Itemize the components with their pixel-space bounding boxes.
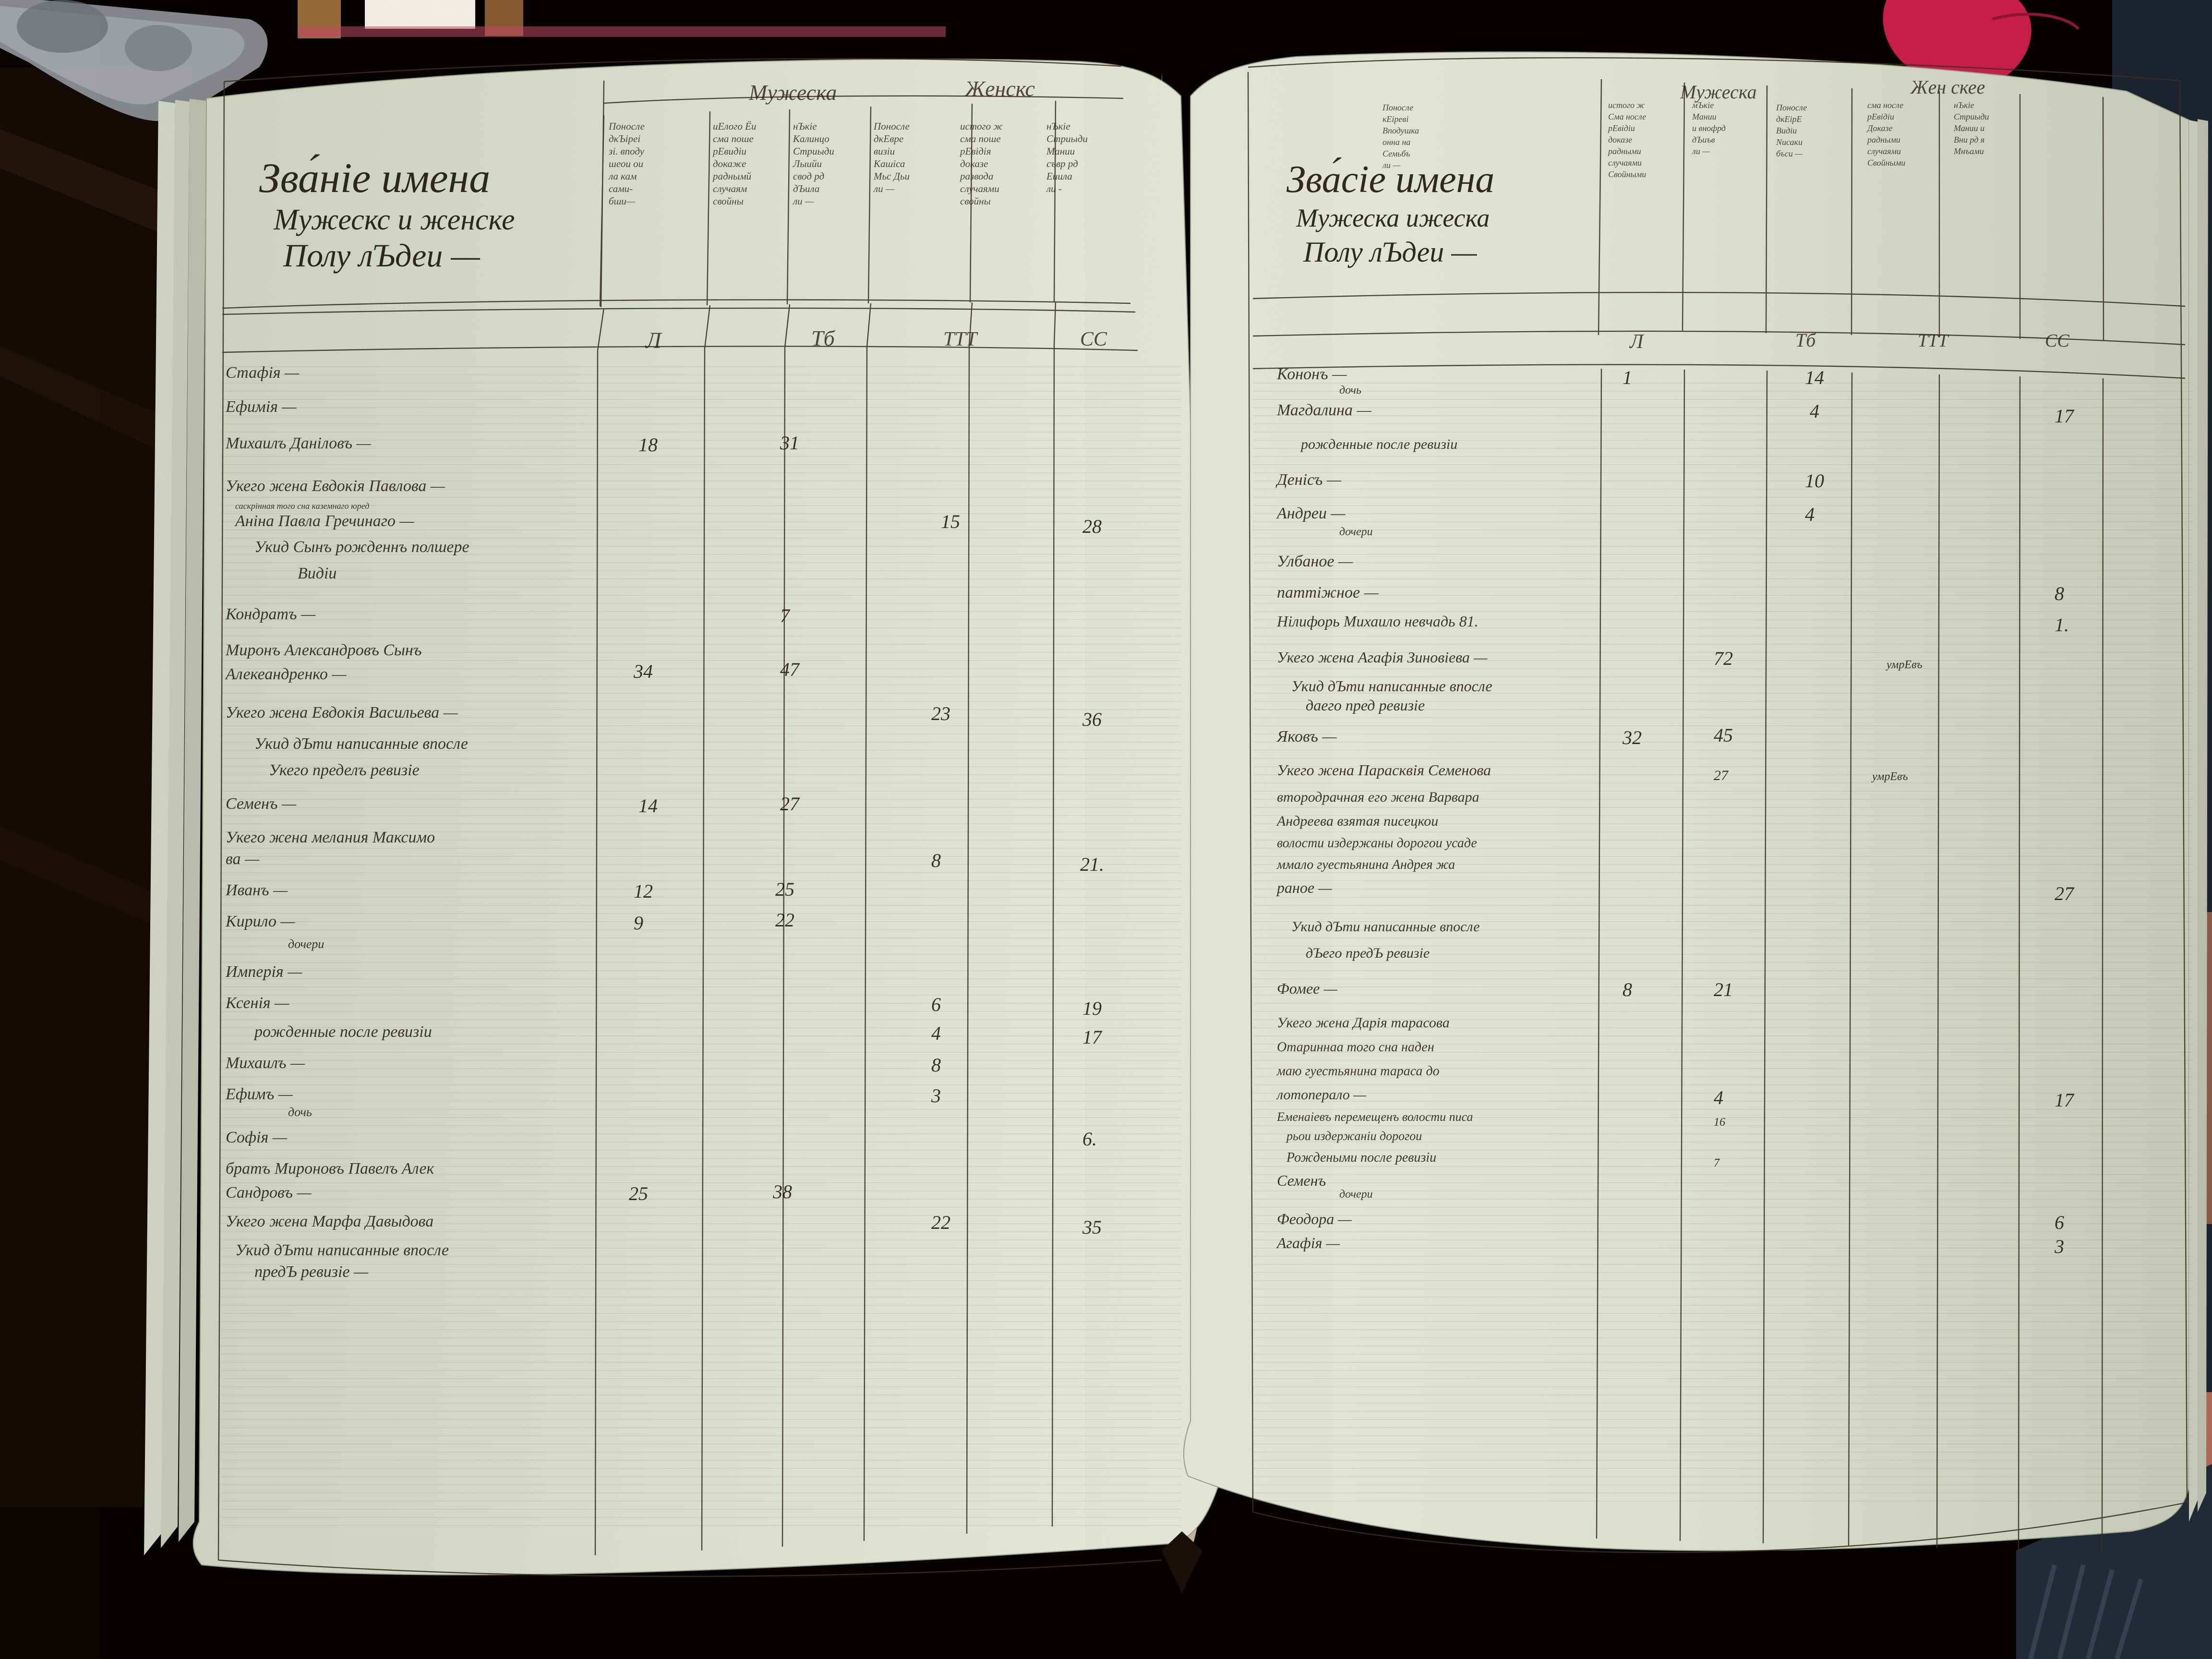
svg-text:8: 8: [2055, 583, 2064, 604]
svg-text:Яковъ —: Яковъ —: [1276, 728, 1337, 745]
svg-text:рьои издержанiи дорогои: рьои издержанiи дорогои: [1286, 1129, 1422, 1143]
svg-text:Укего жена Дарiя тарасова: Укего жена Дарiя тарасова: [1277, 1015, 1450, 1031]
svg-text:4: 4: [1714, 1087, 1723, 1108]
svg-text:4: 4: [1805, 504, 1815, 525]
svg-text:Укего жена Парасквiя Семенова: Укего жена Парасквiя Семенова: [1277, 761, 1491, 779]
svg-text:Рождеными после ревизiи: Рождеными после ревизiи: [1286, 1150, 1436, 1165]
svg-text:6: 6: [2055, 1212, 2064, 1233]
svg-text:ммало гуестьянина Андрея жа: ммало гуестьянина Андрея жа: [1276, 857, 1455, 872]
svg-text:паттiжное —: паттiжное —: [1277, 584, 1379, 601]
svg-text:16: 16: [1714, 1116, 1725, 1129]
svg-text:умрЕвъ: умрЕвъ: [1871, 770, 1908, 783]
svg-text:Отариннаа того сна наден: Отариннаа того сна наден: [1277, 1040, 1434, 1055]
svg-text:Андреи —: Андреи —: [1276, 505, 1346, 522]
svg-text:72: 72: [1714, 648, 1733, 669]
svg-text:Улбаное —: Улбаное —: [1277, 553, 1353, 570]
svg-text:32: 32: [1622, 727, 1642, 748]
svg-text:дЪего предЪ ревизiе: дЪего предЪ ревизiе: [1306, 945, 1430, 961]
svg-text:волости издержаны дорогои усад: волости издержаны дорогои усаде: [1277, 836, 1477, 851]
svg-text:дочь: дочь: [1339, 384, 1361, 397]
svg-text:Нiлифорь Михаило невчадь 81.: Нiлифорь Михаило невчадь 81.: [1276, 613, 1479, 630]
svg-text:дочери: дочери: [1339, 1188, 1373, 1201]
svg-text:Семенъ: Семенъ: [1277, 1172, 1326, 1189]
svg-text:4: 4: [1810, 400, 1819, 422]
svg-text:45: 45: [1714, 724, 1733, 746]
svg-text:14: 14: [1805, 367, 1824, 388]
svg-text:7: 7: [1714, 1157, 1720, 1169]
svg-text:втородрачная его жена Варвара: втородрачная его жена Варвара: [1277, 789, 1479, 805]
svg-text:Денiсъ —: Денiсъ —: [1275, 471, 1342, 489]
svg-text:маю гуестьянина тараса до: маю гуестьянина тараса до: [1276, 1064, 1440, 1079]
svg-text:10: 10: [1805, 470, 1824, 492]
svg-text:1: 1: [1623, 367, 1632, 388]
svg-text:21: 21: [1714, 979, 1733, 1000]
svg-text:рожденные после ревизiи: рожденные после ревизiи: [1300, 436, 1457, 452]
svg-text:Кононъ —: Кононъ —: [1276, 365, 1347, 383]
svg-text:17: 17: [2055, 1089, 2075, 1111]
svg-text:3: 3: [2054, 1236, 2064, 1257]
svg-text:8: 8: [1623, 979, 1632, 1000]
svg-text:Укего жена Агафiя Зиновiева —: Укего жена Агафiя Зиновiева —: [1277, 649, 1488, 666]
svg-text:Еменаiевъ перемещенъ волости п: Еменаiевъ перемещенъ волости писа: [1276, 1110, 1473, 1124]
svg-text:Андреева взятая писецкои: Андреева взятая писецкои: [1276, 813, 1438, 829]
svg-text:Феодора —: Феодора —: [1277, 1210, 1352, 1227]
svg-text:17: 17: [2055, 405, 2075, 427]
svg-text:27: 27: [1714, 768, 1729, 783]
svg-text:умрЕвъ: умрЕвъ: [1886, 659, 1923, 671]
svg-text:Магдалина —: Магдалина —: [1276, 401, 1371, 419]
svg-text:раное —: раное —: [1276, 879, 1332, 896]
svg-text:Укид дЪти написанные впосле: Укид дЪти написанные впосле: [1291, 919, 1480, 935]
svg-text:27: 27: [2055, 883, 2075, 904]
svg-text:лотоперало —: лотоперало —: [1276, 1087, 1366, 1103]
svg-text:1.: 1.: [2055, 614, 2069, 636]
svg-text:Фомее —: Фомее —: [1277, 980, 1337, 997]
svg-text:даего пред ревизiе: даего пред ревизiе: [1306, 697, 1425, 714]
svg-text:Агафiя —: Агафiя —: [1276, 1234, 1340, 1251]
svg-text:Укид дЪти написанные впосле: Укид дЪти написанные впосле: [1291, 677, 1492, 695]
svg-text:дочери: дочери: [1339, 526, 1373, 538]
